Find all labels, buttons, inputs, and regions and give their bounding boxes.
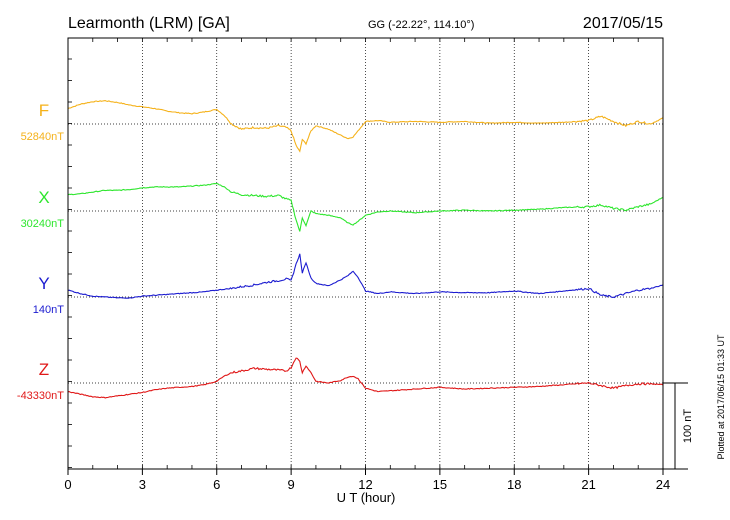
x-axis: 0 3 6 9 12 15 18 21 24 [64, 38, 670, 492]
x-tick-label: 9 [288, 477, 295, 492]
station-title: Learmonth (LRM) [GA] [68, 15, 230, 32]
scale-bar-label: 100 nT [682, 409, 694, 444]
series-name-f: F [39, 101, 49, 120]
series-line-f [67, 100, 664, 153]
x-tick-label: 6 [213, 477, 220, 492]
x-tick-label: 15 [433, 477, 447, 492]
date-label: 2017/05/15 [583, 15, 663, 32]
x-tick-label: 12 [358, 477, 372, 492]
x-tick-label: 3 [139, 477, 146, 492]
series-line-z [67, 357, 664, 399]
series-line-y [67, 253, 664, 299]
x-tick-label: 24 [656, 477, 670, 492]
series-line-x [67, 182, 664, 232]
x-tick-label: 0 [64, 477, 71, 492]
series-labels: F 52840nT X 30240nT Y 140nT Z -43330nT [17, 101, 64, 402]
plotted-at-note: Plotted at 2017/06/15 01:33 UT [716, 334, 726, 460]
series-name-z: Z [39, 360, 49, 379]
series-name-y: Y [38, 274, 49, 293]
x-tick-label: 18 [507, 477, 521, 492]
coordinates-label: GG (-22.22°, 114.10°) [368, 19, 474, 31]
series-name-x: X [38, 188, 49, 207]
x-axis-label: U T (hour) [337, 490, 396, 505]
series-baseline-y: 140nT [33, 304, 64, 316]
x-tick-label: 21 [581, 477, 595, 492]
series-lines [67, 100, 664, 399]
series-baseline-x: 30240nT [21, 218, 65, 230]
scale-bar: 100 nT [663, 382, 694, 470]
series-baseline-z: -43330nT [17, 390, 64, 402]
grid [68, 38, 663, 469]
series-baseline-f: 52840nT [21, 131, 65, 143]
